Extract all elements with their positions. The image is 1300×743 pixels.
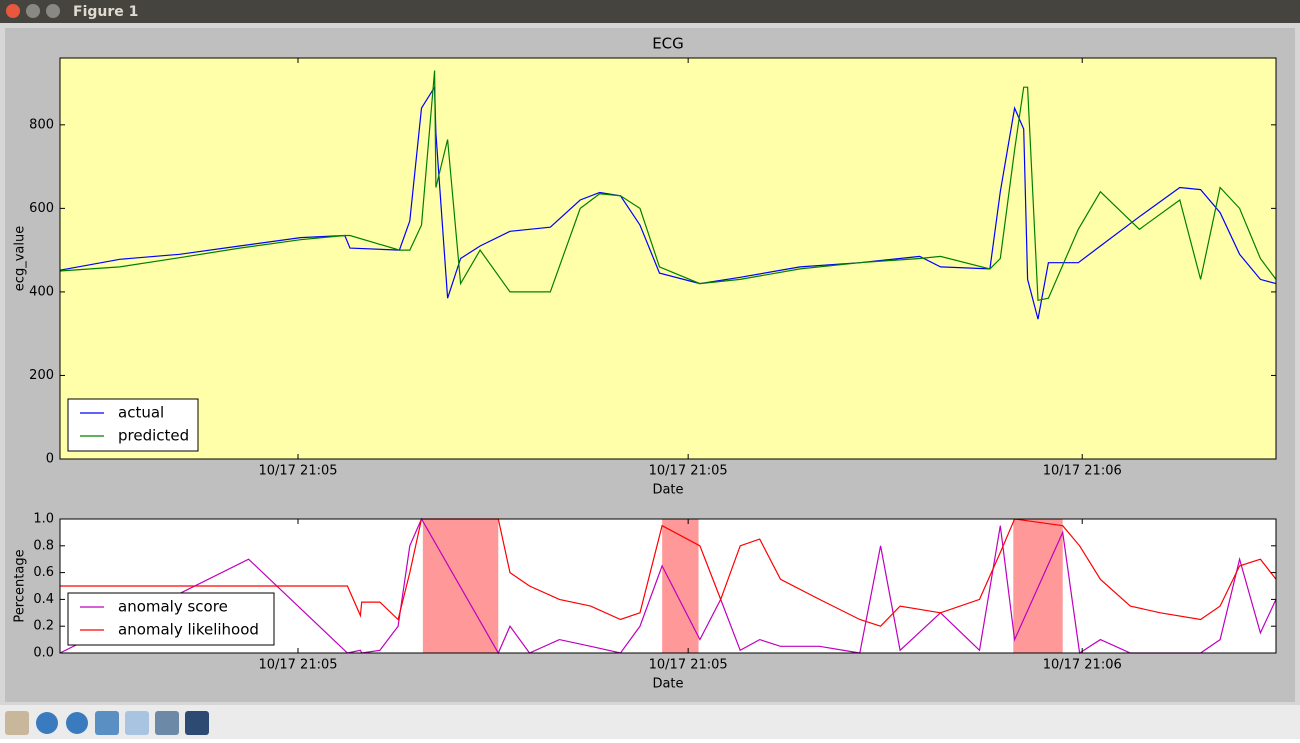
- back-button[interactable]: [36, 712, 58, 734]
- series-line: [59, 517, 1277, 655]
- x-tick-label: 10/17 21:05: [258, 464, 337, 479]
- pan-button[interactable]: [95, 711, 119, 735]
- y-tick-label: 0.0: [33, 646, 54, 661]
- x-tick-label: 10/17 21:05: [649, 658, 728, 673]
- y-tick-label: 0.4: [33, 592, 54, 607]
- legend-box: [67, 592, 275, 646]
- legend-label: predicted: [118, 427, 189, 445]
- legend: anomaly score anomaly likelihood: [67, 592, 275, 646]
- x-axis-label: Date: [652, 677, 683, 692]
- legend: actual predicted: [67, 398, 199, 452]
- y-axis-label: ecg_value: [13, 226, 28, 291]
- x-tick-label: 10/17 21:06: [1043, 658, 1122, 673]
- y-tick-label: 200: [29, 368, 54, 383]
- toolbar-buttons: [5, 711, 209, 735]
- home-button[interactable]: [5, 711, 29, 735]
- save-button[interactable]: [185, 711, 209, 735]
- y-tick-label: 0: [46, 452, 54, 467]
- window-title: Figure 1: [73, 4, 138, 20]
- y-tick-label: 400: [29, 284, 54, 299]
- anomaly-span: [662, 519, 699, 653]
- zoom-button[interactable]: [125, 711, 149, 735]
- x-tick-label: 10/17 21:05: [258, 658, 337, 673]
- y-tick-label: 800: [29, 117, 54, 132]
- x-axis-label: Date: [652, 483, 683, 498]
- y-tick-label: 600: [29, 201, 54, 216]
- x-tick-label: 10/17 21:06: [1043, 464, 1122, 479]
- toolbar: [0, 705, 1300, 739]
- legend-label: anomaly score: [118, 598, 228, 616]
- subplots-button[interactable]: [155, 711, 179, 735]
- series-line: [60, 518, 1277, 627]
- y-tick-label: 0.2: [33, 619, 54, 634]
- x-tick-label: 10/17 21:05: [649, 464, 728, 479]
- maximize-button[interactable]: [46, 4, 60, 18]
- series-line: [59, 85, 1277, 320]
- close-button[interactable]: [6, 4, 20, 18]
- axes-frame: [59, 518, 1277, 654]
- legend-label: actual: [118, 404, 164, 422]
- y-tick-label: 1.0: [33, 512, 54, 527]
- y-tick-label: 0.8: [33, 538, 54, 553]
- minimize-button[interactable]: [26, 4, 40, 18]
- legend-label: anomaly likelihood: [118, 621, 259, 639]
- title-bar: [0, 0, 1300, 23]
- legend-box: [67, 398, 199, 452]
- plot-area: [60, 58, 1276, 459]
- y-axis-label: Percentage: [13, 549, 28, 622]
- axes-frame: [59, 57, 1277, 460]
- chart-title: ECG: [652, 35, 684, 53]
- y-tick-label: 0.6: [33, 565, 54, 580]
- series-line: [59, 70, 1277, 302]
- forward-button[interactable]: [66, 712, 88, 734]
